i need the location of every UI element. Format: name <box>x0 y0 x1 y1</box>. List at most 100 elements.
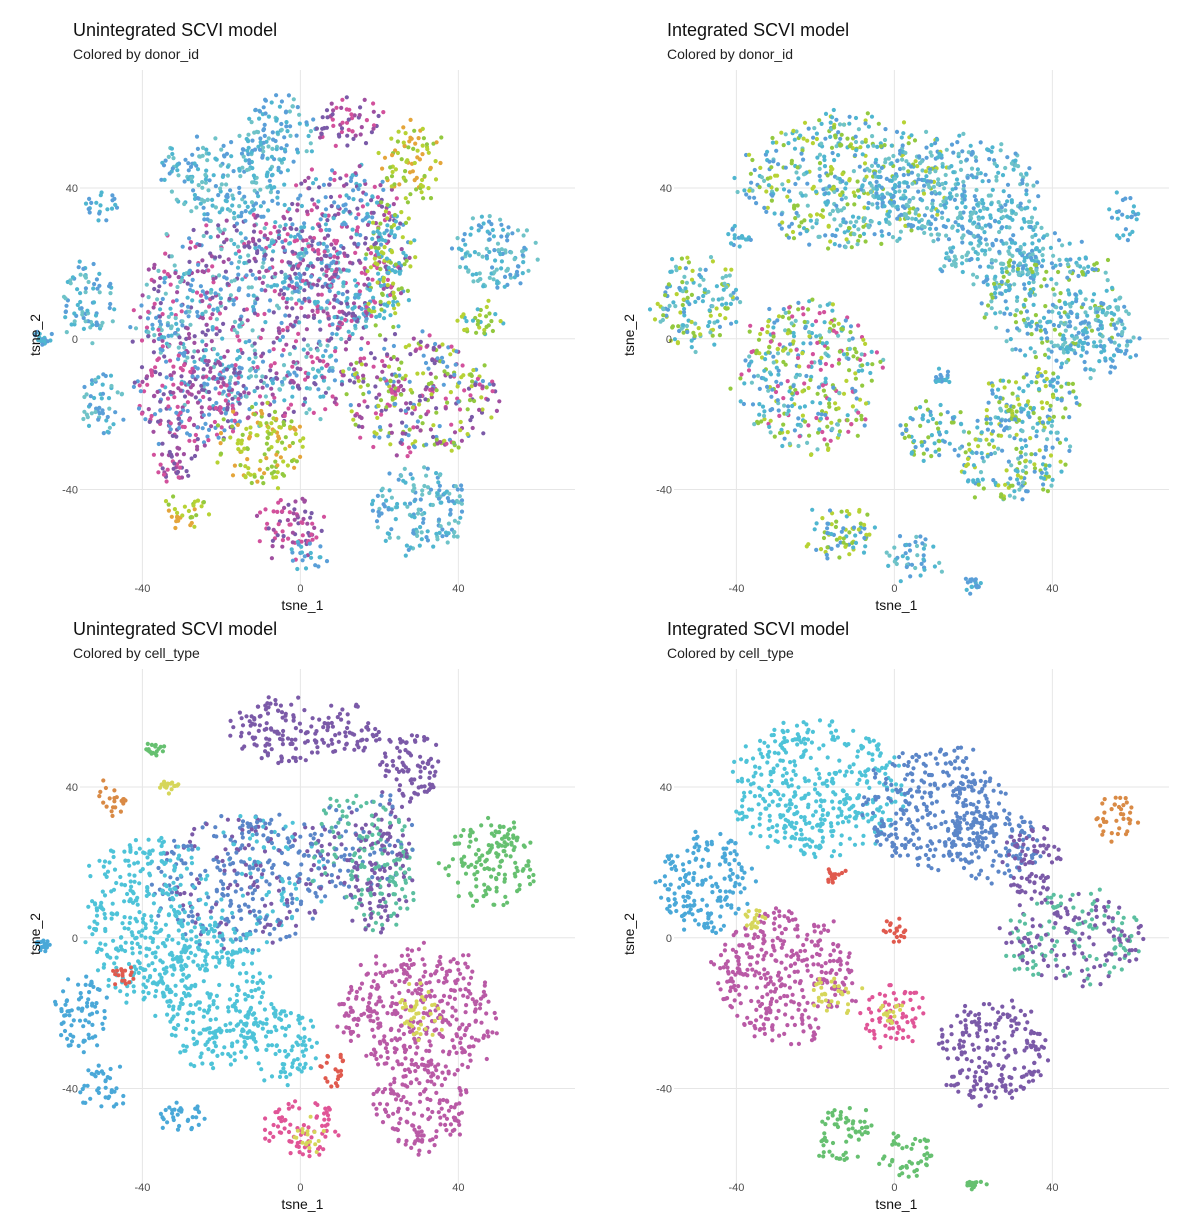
cell-point <box>171 156 175 160</box>
cell-point <box>332 255 336 259</box>
panel-integrated-donor: Integrated SCVI model Colored by donor_i… <box>654 20 1200 626</box>
cell-point <box>269 421 273 425</box>
cell-point <box>480 215 484 219</box>
cell-point <box>347 269 351 273</box>
cell-point <box>854 148 858 152</box>
cell-point <box>239 231 243 235</box>
cell-point <box>219 296 223 300</box>
cell-point <box>350 409 354 413</box>
cell-point <box>775 187 779 191</box>
cell-point <box>863 121 867 125</box>
cell-point <box>168 359 172 363</box>
cell-point <box>197 390 201 394</box>
cell-point <box>275 463 279 467</box>
cell-point <box>1081 345 1085 349</box>
cell-point <box>160 384 164 388</box>
cell-point <box>424 535 428 539</box>
cell-point <box>1051 254 1055 258</box>
cell-point <box>361 392 365 396</box>
cell-point <box>207 305 211 309</box>
cell-point <box>225 219 229 223</box>
cell-point <box>252 294 256 298</box>
cell-point <box>232 211 236 215</box>
cell-point <box>791 384 795 388</box>
cell-point <box>140 365 144 369</box>
cell-point <box>273 289 277 293</box>
cell-point <box>1016 164 1020 168</box>
cell-point <box>219 406 223 410</box>
cell-point <box>366 383 370 387</box>
cell-point <box>691 269 695 273</box>
cell-point <box>215 306 219 310</box>
cell-point <box>285 305 289 309</box>
cell-point <box>239 450 243 454</box>
cell-point <box>333 400 337 404</box>
cell-point <box>771 355 775 359</box>
cell-point <box>297 113 301 117</box>
cell-point <box>819 213 823 217</box>
cell-point <box>427 491 431 495</box>
cell-point <box>418 399 422 403</box>
cell-point <box>87 424 91 428</box>
cell-point <box>516 264 520 268</box>
cell-point <box>222 428 226 432</box>
cell-point <box>107 407 111 411</box>
cell-point <box>463 232 467 236</box>
cell-point <box>380 370 384 374</box>
cell-point <box>954 257 958 261</box>
cell-point <box>363 98 367 102</box>
cell-point <box>769 340 773 344</box>
cell-point <box>911 196 915 200</box>
cell-point <box>899 213 903 217</box>
cell-point <box>399 474 403 478</box>
cell-point <box>282 398 286 402</box>
cell-point <box>1081 302 1085 306</box>
cell-point <box>444 442 448 446</box>
cell-point <box>250 151 254 155</box>
cell-point <box>240 211 244 215</box>
cell-point <box>391 170 395 174</box>
cell-point <box>345 134 349 138</box>
cell-point <box>273 225 277 229</box>
cell-point <box>145 326 149 330</box>
cell-point <box>196 167 200 171</box>
cell-point <box>411 147 415 151</box>
cell-point <box>404 554 408 558</box>
cell-point <box>293 499 297 503</box>
cell-point <box>331 118 335 122</box>
cell-point <box>937 233 941 237</box>
cell-point <box>521 260 525 264</box>
cell-point <box>690 278 694 282</box>
cell-point <box>229 140 233 144</box>
cell-point <box>225 238 229 242</box>
cell-point <box>397 130 401 134</box>
cell-point <box>253 242 257 246</box>
cell-point <box>238 355 242 359</box>
cell-point <box>367 282 371 286</box>
cell-point <box>690 293 694 297</box>
cell-point <box>167 344 171 348</box>
cell-point <box>263 233 267 237</box>
cell-point <box>324 222 328 226</box>
cell-point <box>87 280 91 284</box>
cell-point <box>1040 264 1044 268</box>
cell-point <box>827 397 831 401</box>
cell-point <box>300 229 304 233</box>
cell-point <box>931 239 935 243</box>
cell-point <box>983 315 987 319</box>
cell-point <box>765 150 769 154</box>
cell-point <box>87 197 91 201</box>
cell-point <box>293 518 297 522</box>
cell-point <box>1042 277 1046 281</box>
cell-point <box>278 105 282 109</box>
cell-point <box>916 173 920 177</box>
cell-point <box>309 551 313 555</box>
cell-point <box>455 319 459 323</box>
cell-point <box>275 196 279 200</box>
cell-point <box>984 237 988 241</box>
cell-point <box>477 408 481 412</box>
cell-point <box>301 279 305 283</box>
cell-point <box>301 533 305 537</box>
cell-point <box>140 338 144 342</box>
cell-point <box>179 366 183 370</box>
